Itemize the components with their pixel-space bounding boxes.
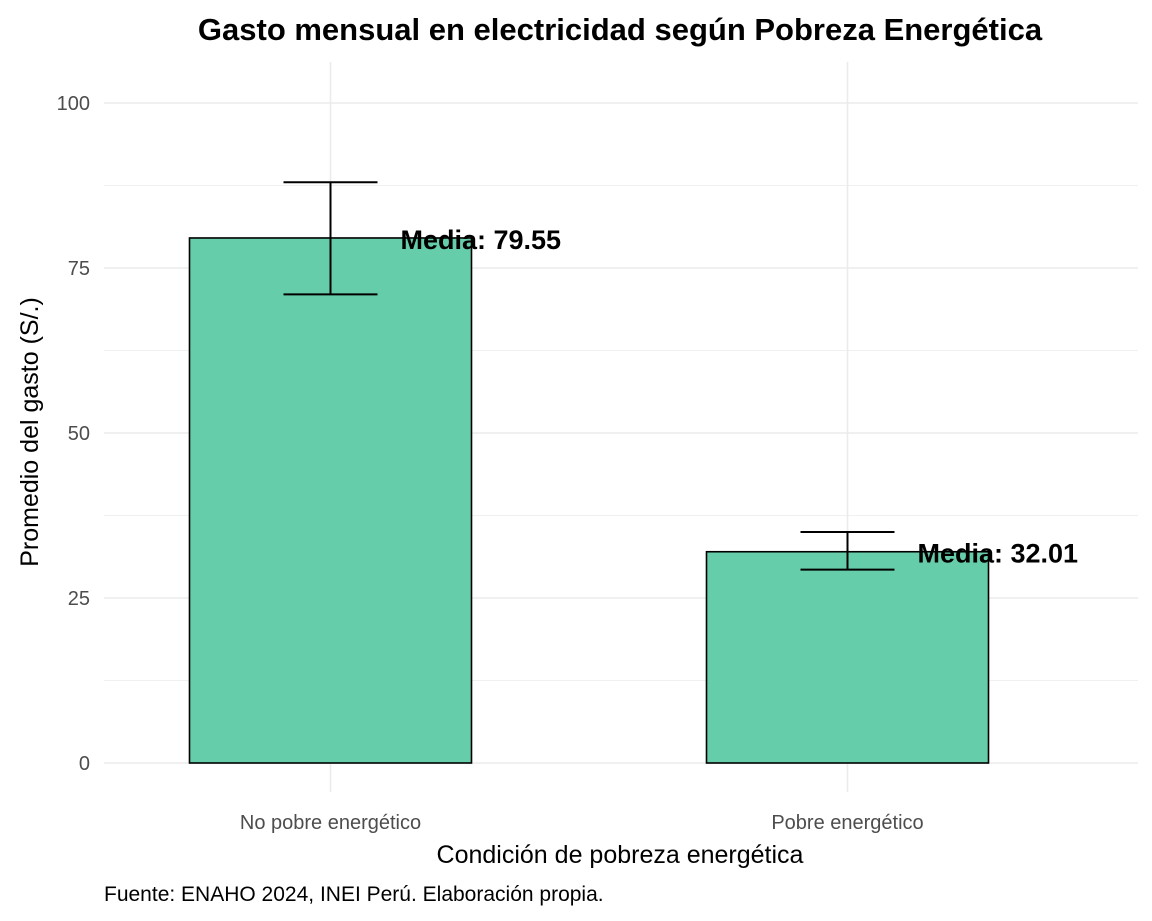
y-tick-label: 50 (68, 423, 90, 445)
y-axis-title: Promedio del gasto (S/.) (16, 297, 44, 567)
data-label: Media: 32.01 (918, 539, 1079, 569)
y-tick-labels: 0 25 50 75 100 (57, 93, 90, 775)
y-tick-label: 75 (68, 258, 90, 280)
x-axis-title: Condición de pobreza energética (437, 841, 804, 869)
error-bar (800, 531, 895, 571)
data-label: Media: 79.55 (401, 225, 562, 255)
error-bars (283, 181, 895, 571)
x-tick-label: Pobre energético (771, 812, 923, 834)
y-tick-label: 0 (79, 753, 90, 775)
bar (188, 237, 473, 764)
error-bar (283, 181, 378, 296)
x-tick-labels: No pobre energético Pobre energético (240, 812, 924, 834)
data-labels: Media: 79.55 Media: 32.01 (401, 225, 1079, 569)
y-tick-label: 25 (68, 588, 90, 610)
x-tick-label: No pobre energético (240, 812, 421, 834)
bars (188, 237, 990, 764)
chart-caption: Fuente: ENAHO 2024, INEI Perú. Elaboraci… (104, 883, 604, 906)
chart-title: Gasto mensual en electricidad según Pobr… (198, 12, 1043, 47)
y-tick-label: 100 (57, 93, 90, 115)
bar (705, 550, 990, 764)
